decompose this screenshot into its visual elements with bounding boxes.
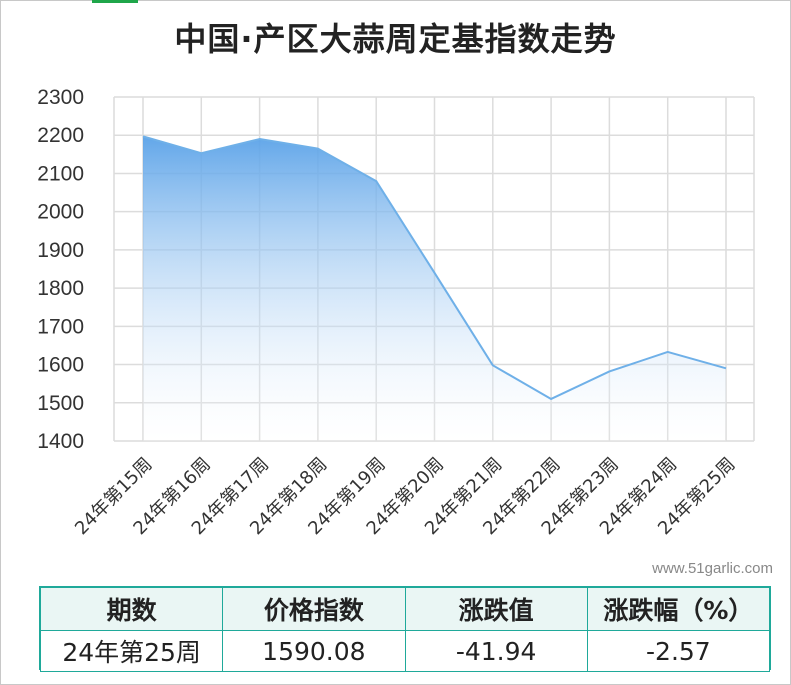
header-price-index: 价格指数 — [222, 587, 406, 631]
header-change-percent: 涨跌幅（%） — [586, 587, 771, 631]
y-tick-label: 1400 — [37, 430, 84, 453]
y-tick-label: 1600 — [37, 354, 84, 377]
series-area-fill — [143, 136, 726, 441]
cell-change-value: -41.94 — [404, 630, 588, 672]
index-area-chart: 1400 1500 1600 1700 1800 1900 2000 2100 2200 2300… — [37, 86, 755, 539]
cell-price-index: 1590.08 — [222, 630, 406, 672]
header-period: 期数 — [39, 587, 224, 631]
cell-change-percent: -2.57 — [586, 630, 771, 672]
y-tick-label: 2100 — [37, 162, 84, 185]
summary-data-row: 24年第25周 1590.08 -41.94 -2.57 — [39, 630, 771, 672]
y-tick-label: 1900 — [37, 239, 84, 262]
summary-table: 期数 价格指数 涨跌值 涨跌幅（%） 24年第25周 1590.08 -41.9… — [39, 586, 771, 672]
summary-header-row: 期数 价格指数 涨跌值 涨跌幅（%） — [39, 587, 771, 631]
chart-title: 中国·产区大蒜周定基指数走势 — [174, 20, 617, 58]
y-tick-label: 1500 — [37, 392, 84, 415]
y-tick-label: 1700 — [37, 315, 84, 338]
y-tick-label: 2200 — [37, 124, 84, 147]
y-tick-label: 2000 — [37, 201, 84, 224]
y-tick-label: 1800 — [37, 277, 84, 300]
top-accent-bar — [92, 0, 138, 3]
watermark: www.51garlic.com — [652, 560, 773, 577]
series-line — [142, 135, 727, 400]
header-change-value: 涨跌值 — [404, 587, 588, 631]
y-tick-label: 2300 — [37, 86, 84, 109]
cell-period: 24年第25周 — [39, 630, 224, 672]
